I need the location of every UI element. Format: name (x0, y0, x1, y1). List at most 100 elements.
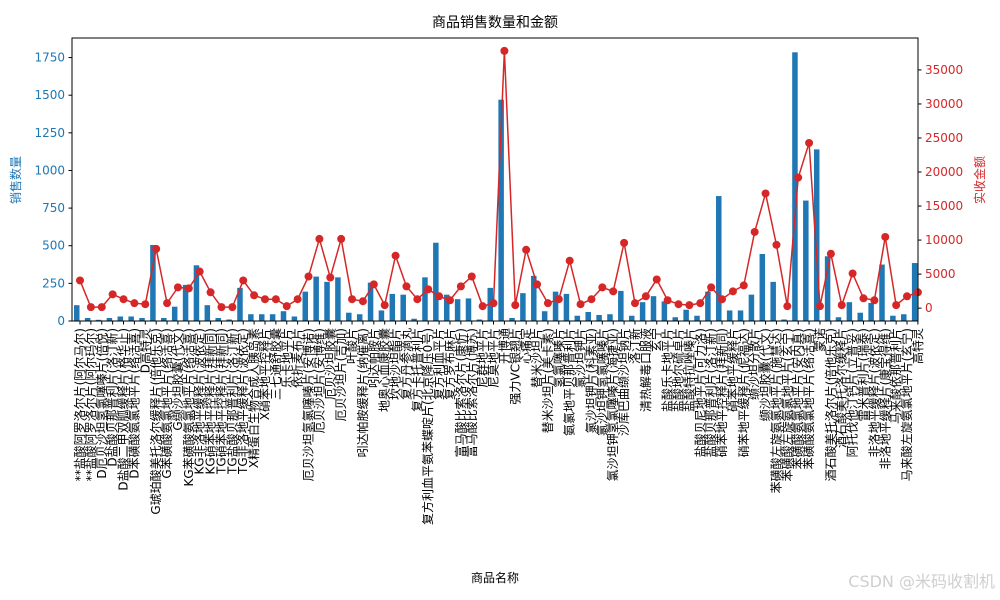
category-label: 苯磺酸氨氯地平片(络活喜) (801, 328, 816, 469)
bar (367, 282, 374, 321)
category-label: 盐酸贝那普利片(洛汀新) (703, 328, 718, 457)
line-point (435, 292, 444, 301)
category-label: 洛汀新 (627, 328, 642, 364)
category-label: 复方卡托普利片 (409, 328, 424, 412)
line-point (587, 295, 596, 304)
x-axis-ticks: **盐酸阿罗洛尔片(阿尔马尔)**盐酸阿罗洛尔片(阿尔玛尔)D厄贝沙坦氢氯噻嗪片… (72, 321, 925, 525)
bar (356, 314, 363, 321)
right-tick-label: 10000 (925, 233, 963, 247)
bar (95, 319, 102, 321)
right-tick-label: 30000 (925, 97, 963, 111)
line-point (97, 303, 106, 312)
category-label: TG硝苯地平控释片(拜新同) (213, 328, 228, 475)
category-label: D高特灵 (137, 328, 152, 373)
bar (661, 301, 668, 321)
bar (248, 314, 254, 321)
line-point (402, 282, 411, 291)
line-point (783, 302, 792, 311)
line-series (76, 46, 922, 312)
right-tick-label: 15000 (925, 199, 963, 213)
line-point (489, 299, 498, 308)
line-point (718, 295, 727, 304)
bar (563, 293, 570, 321)
category-label: 复方罗布麻片 (442, 328, 457, 400)
left-axis-ticks: 0 250 500 750 1000 1250 1500 1750 (34, 51, 72, 328)
bar (324, 281, 330, 321)
bar (443, 294, 450, 321)
line-point (173, 283, 182, 292)
line-point (315, 234, 324, 243)
watermark: CSDN @米码收割机 (848, 572, 995, 591)
right-tick-label: 5000 (925, 267, 956, 281)
category-label: 硝苯地平控释片(拜新同) (714, 328, 729, 457)
category-label: 三七通舒胶囊 (268, 328, 283, 400)
bar (596, 314, 602, 321)
line-point (228, 303, 237, 312)
line-point (609, 287, 618, 296)
bar (650, 296, 657, 321)
bar (411, 318, 417, 321)
category-label: G苯磺酸氨氯地平片(络活喜) (159, 328, 174, 479)
line-point (184, 284, 193, 293)
bar (280, 311, 287, 321)
bar (422, 277, 428, 321)
category-label: 马来酸依那普利片 (888, 328, 903, 424)
bar (150, 244, 156, 321)
line-point (881, 232, 890, 241)
line-point (826, 249, 835, 258)
category-label: 尼莫地平片 (487, 328, 501, 388)
category-label: 坎地沙坦酯片 (389, 328, 403, 400)
category-label: TG盐酸贝那普利片(洛汀新) (224, 328, 239, 475)
category-label: 地奥心血康胶囊 (377, 328, 392, 412)
bar (683, 309, 689, 321)
category-label: 非洛地平缓释片(康宝得维) (877, 328, 892, 469)
bar (302, 291, 309, 321)
bar (193, 265, 200, 321)
line-point (511, 301, 520, 310)
line-point (805, 138, 814, 147)
bar (258, 314, 265, 321)
category-label: 沙库巴曲缬沙坦钠片 (616, 328, 631, 436)
line-point (260, 295, 269, 304)
line-point (369, 280, 378, 289)
line-point (663, 296, 672, 305)
bar (465, 298, 472, 321)
line-point (848, 269, 857, 278)
category-label: 氯沙坦钾氢氯噻嗪片 (594, 328, 609, 436)
line-point (152, 244, 161, 253)
line-point (598, 283, 607, 292)
line-point (282, 302, 291, 311)
bar (857, 312, 863, 321)
category-label: 玄宁 (649, 328, 664, 352)
category-label: **盐酸阿罗洛尔片(阿尔玛尔) (83, 328, 98, 481)
category-label: 氢氯噻嗪片 (551, 328, 566, 388)
bar (868, 302, 874, 321)
line-point (206, 288, 215, 297)
line-point (565, 256, 574, 265)
category-label: 厄贝沙坦胶囊 (322, 328, 337, 400)
line-point (250, 291, 259, 300)
right-tick-label: 25000 (925, 131, 963, 145)
bar (618, 290, 624, 321)
line-point (761, 189, 770, 198)
line-point (750, 227, 759, 236)
line-point (130, 299, 139, 308)
category-label: 苯磺酸左旋氨氯地平片(施慧达) (768, 328, 783, 493)
category-label: D苯磺酸氨氯地平片(络活喜) (126, 328, 141, 479)
bar (226, 319, 232, 321)
line-point (696, 299, 705, 308)
line-point (304, 272, 313, 281)
category-label: 非洛地平缓释片(波依定) (866, 328, 881, 457)
left-tick-label: 0 (57, 314, 65, 328)
bar (476, 319, 483, 321)
line-point (707, 283, 716, 292)
category-label: D盐酸贝那普利片(洛汀新) (105, 328, 120, 467)
category-label: KG非洛地平缓释片(波依定) (192, 328, 207, 475)
line-point (86, 303, 95, 312)
category-label: 酒石酸美托洛尔片(倍他乐克) (823, 328, 838, 481)
right-tick-label: 0 (925, 301, 933, 315)
category-label: 强力VC银翘片 (508, 328, 522, 405)
line-point (380, 301, 389, 310)
category-label: 开博通 (496, 328, 511, 364)
